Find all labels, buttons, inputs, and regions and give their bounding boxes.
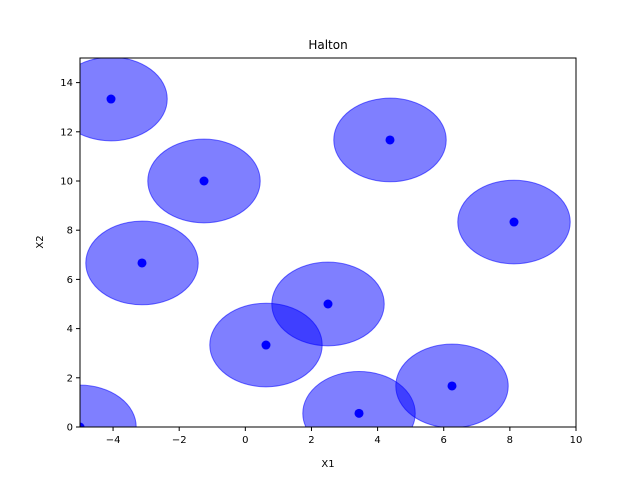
x-axis-ticks: −4 −2 0 2 4 6 8 10 [106,427,583,446]
x-tick-label: 10 [570,435,583,446]
y-tick-label: 8 [67,226,73,237]
x-axis-label: X1 [321,459,334,470]
y-tick-label: 0 [67,423,73,434]
y-tick-label: 10 [60,177,73,188]
sample-point-2 [323,299,333,309]
plot-frame [79,57,577,428]
y-tick-label: 14 [60,78,73,89]
sample-point-6 [385,135,395,145]
x-tick-label: 6 [441,435,447,446]
x-tick-label: 0 [242,435,248,446]
sample-point-1 [80,422,85,427]
sample-point-10 [354,408,364,418]
influence-circle-9 [80,58,168,142]
y-tick-label: 6 [67,275,73,286]
x-tick-label: −4 [106,435,121,446]
sample-point-3 [199,176,209,186]
x-tick-label: −2 [172,435,187,446]
y-tick-label: 2 [67,373,73,384]
x-tick-label: 8 [507,435,513,446]
sample-point-5 [137,258,147,268]
x-tick-label: 2 [308,435,314,446]
sample-point-8 [509,217,519,227]
sample-point-9 [106,94,116,104]
circle-layer [80,58,571,427]
point-layer [80,94,519,427]
y-axis-label: X2 [35,235,46,248]
x-tick-label: 4 [374,435,380,446]
sample-point-4 [447,381,457,391]
influence-circle-10 [302,371,416,427]
y-tick-label: 4 [67,324,73,335]
sample-point-7 [261,340,271,350]
y-tick-label: 12 [60,127,73,138]
chart-title: Halton [308,38,347,52]
y-axis-ticks: 0 2 4 6 8 10 12 14 [60,78,80,434]
